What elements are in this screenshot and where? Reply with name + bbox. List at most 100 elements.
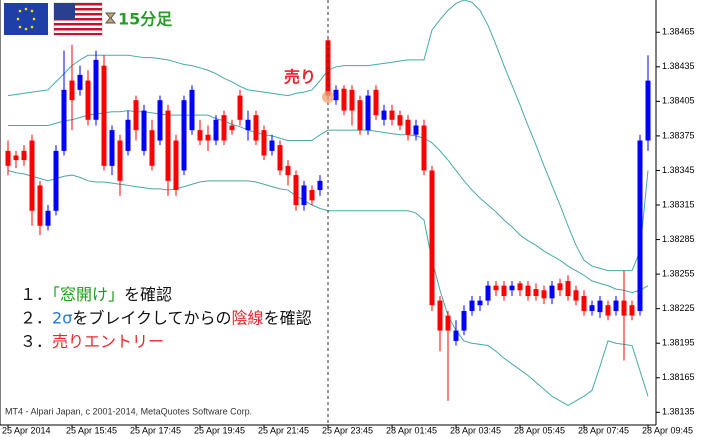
- candle-body: [277, 145, 283, 171]
- candle-body: [61, 89, 67, 151]
- candle-body: [365, 95, 371, 131]
- candle-body: [5, 150, 11, 166]
- candle-body: [389, 110, 395, 120]
- candle-body: [13, 155, 19, 161]
- candle-body: [197, 130, 203, 141]
- x-tick-label: 28 Apr 07:45: [578, 425, 629, 435]
- candle-body: [53, 150, 59, 211]
- candle-body: [461, 310, 467, 331]
- hourglass: [104, 12, 117, 24]
- candle-body: [317, 180, 323, 191]
- candle-body: [101, 65, 107, 166]
- candle-body: [501, 285, 507, 297]
- candle-body: [333, 89, 339, 101]
- candle-body: [117, 140, 123, 181]
- candle-body: [541, 290, 547, 299]
- x-tick-label: 25 Apr 17:45: [130, 425, 181, 435]
- x-tick-label: 28 Apr 01:45: [386, 425, 437, 435]
- eu-stars: [16, 7, 36, 31]
- chart-title: 15分足: [118, 10, 173, 29]
- y-tick-label: 1.38435: [662, 61, 695, 71]
- note-segment: １．: [20, 285, 52, 304]
- x-tick-label: 28 Apr 05:45: [514, 425, 565, 435]
- candle-body: [485, 285, 491, 301]
- x-tick-label: 25 Apr 21:45: [258, 425, 309, 435]
- note-segment: 2σ: [52, 308, 72, 327]
- candle-body: [589, 305, 595, 311]
- candle-body: [397, 115, 403, 126]
- candle-body: [165, 110, 171, 181]
- candle-body: [445, 315, 451, 331]
- note-segment: を確認: [264, 308, 312, 327]
- candle-body: [125, 119, 131, 151]
- candle-body: [157, 100, 163, 141]
- candle-body: [293, 175, 299, 206]
- candle-body: [45, 210, 51, 226]
- note-segment: 陰線: [232, 308, 264, 327]
- candle-body: [525, 285, 531, 297]
- candle-body: [581, 296, 587, 311]
- y-tick-label: 1.38285: [662, 234, 695, 244]
- candle-body: [221, 115, 227, 141]
- candle-body: [557, 283, 563, 291]
- y-tick-label: 1.38465: [662, 27, 695, 37]
- note-segment: ３．: [20, 332, 52, 351]
- candle-body: [629, 305, 635, 316]
- candle-body: [229, 125, 235, 131]
- candle-body: [421, 125, 427, 171]
- candle-body: [29, 140, 35, 211]
- candle-body: [565, 281, 571, 297]
- candle-body: [477, 300, 483, 306]
- note-segment: をブレイクしてからの: [72, 308, 231, 327]
- candle-body: [437, 300, 443, 331]
- candle-body: [349, 89, 355, 111]
- y-tick-label: 1.38225: [662, 303, 695, 313]
- candle-body: [429, 170, 435, 306]
- candle-body: [85, 80, 91, 120]
- candle-body: [301, 185, 307, 206]
- candle-body: [517, 283, 523, 291]
- y-tick-label: 1.38345: [662, 165, 695, 175]
- candle-body: [381, 110, 387, 120]
- candle-body: [261, 130, 267, 156]
- candle-body: [205, 134, 211, 141]
- candle-body: [189, 89, 195, 131]
- candle-body: [573, 290, 579, 301]
- signal-dot: [322, 91, 334, 103]
- y-tick-label: 1.38255: [662, 268, 695, 278]
- candle-body: [597, 300, 603, 313]
- x-tick-label: 28 Apr 09:45: [642, 425, 693, 435]
- candle-body: [309, 190, 315, 201]
- candle-body: [69, 80, 75, 101]
- candle-body: [173, 140, 179, 191]
- x-tick-label: 28 Apr 03:45: [450, 425, 501, 435]
- candle-body: [21, 150, 27, 161]
- candle-body: [549, 285, 555, 299]
- candle-body: [637, 140, 643, 311]
- x-tick-label: 25 Apr 2014: [2, 425, 51, 435]
- candle-body: [109, 130, 115, 166]
- candle-body: [405, 119, 411, 135]
- candle-body: [613, 300, 619, 311]
- candle-body: [93, 59, 99, 120]
- band-line: [8, 110, 649, 294]
- candle-body: [141, 110, 147, 151]
- note-segment: 「窓開け」: [52, 285, 124, 304]
- candle-body: [413, 125, 419, 135]
- x-tick-label: 25 Apr 19:45: [194, 425, 245, 435]
- candle-body: [341, 88, 347, 111]
- header: 15分足: [4, 2, 173, 36]
- candle-body: [181, 100, 187, 171]
- candle-body: [253, 115, 259, 141]
- note-segment: ２．: [20, 308, 52, 327]
- candle-body: [77, 74, 83, 90]
- note-line: ２．2σをブレイクしてからの陰線を確認: [20, 308, 312, 327]
- candle-body: [357, 100, 363, 131]
- y-tick-label: 1.38405: [662, 96, 695, 106]
- note-line: ３．売りエントリー: [20, 332, 164, 351]
- candle-body: [605, 305, 611, 316]
- note-line: １．「窓開け」を確認: [20, 285, 172, 304]
- footer: MT4 - Alpari Japan, c 2001-2014, MetaQuo…: [5, 406, 252, 416]
- x-tick-label: 25 Apr 15:45: [66, 425, 117, 435]
